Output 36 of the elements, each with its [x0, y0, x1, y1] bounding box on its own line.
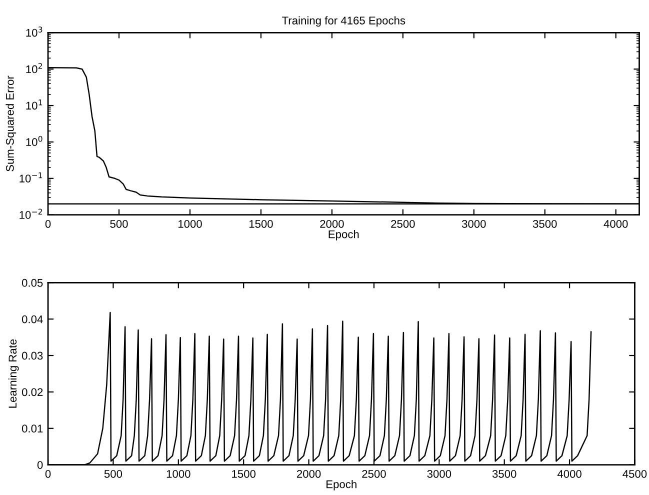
x-tick-label: 3500 — [492, 470, 516, 478]
y-tick-label: 0.02 — [22, 388, 43, 396]
y-tick-label: 10$^{3}$ — [26, 26, 42, 37]
x-tick-label: 2500 — [362, 470, 386, 478]
y-tick-label: 10$^{0}$ — [26, 136, 42, 146]
x-tick-label: 1000 — [166, 470, 190, 478]
y-tick-label: 10$^{2}$ — [26, 63, 42, 74]
x-tick-label: 1500 — [232, 470, 256, 478]
x-tick-label: 2000 — [320, 220, 344, 228]
x-tick-label: 4500 — [622, 470, 647, 478]
y-tick-label: 10$^{−2}$ — [20, 208, 42, 219]
x-axis-title: Epoch — [326, 480, 356, 490]
y-tick-label: 0.01 — [22, 424, 43, 433]
y-tick-label: 0.05 — [22, 278, 43, 287]
y-tick-label: 0.03 — [22, 352, 43, 360]
y-axis-title: Learning Rate — [8, 339, 19, 408]
x-tick-label: 500 — [104, 470, 122, 478]
x-tick-label: 3000 — [462, 220, 486, 228]
x-tick-label: 3000 — [427, 470, 452, 478]
x-tick-label: 4000 — [604, 220, 628, 228]
x-tick-label: 2500 — [391, 220, 415, 228]
x-tick-label: 4000 — [557, 470, 582, 478]
x-axis-title: Epoch — [328, 230, 359, 240]
x-tick-label: 0 — [45, 220, 51, 228]
x-tick-label: 2000 — [296, 470, 321, 478]
y-tick-label: 0 — [37, 461, 43, 469]
x-tick-label: 0 — [45, 470, 51, 478]
x-tick-label: 1500 — [249, 220, 273, 228]
y-axis-title: Sum-Squared Error — [6, 76, 16, 172]
y-tick-label: 10$^{1}$ — [26, 100, 42, 110]
y-tick-label: 10$^{−1}$ — [20, 172, 42, 182]
x-tick-label: 500 — [110, 220, 128, 228]
x-tick-label: 3500 — [532, 220, 557, 228]
chart-title: Training for 4165 Epochs — [282, 16, 406, 27]
x-tick-label: 1000 — [178, 220, 202, 228]
y-tick-label: 0.04 — [22, 315, 43, 324]
